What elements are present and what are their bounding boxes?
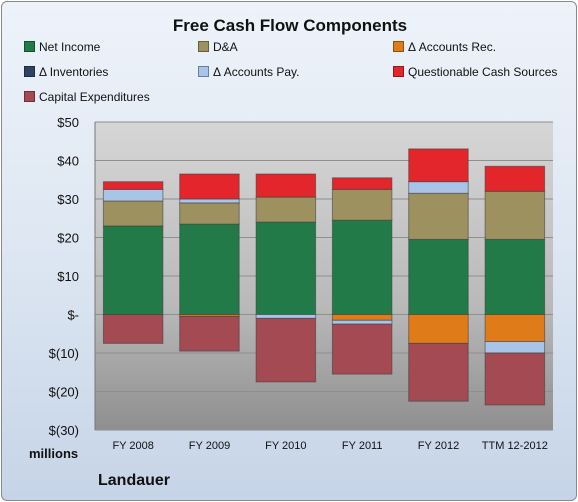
legend-label: Questionable Cash Sources bbox=[408, 65, 558, 79]
x-tick-label: FY 2009 bbox=[189, 440, 230, 452]
bar-segment bbox=[255, 173, 317, 198]
legend-item: Questionable Cash Sources bbox=[393, 65, 557, 79]
bar-segment bbox=[408, 192, 469, 240]
y-tick-label: $20 bbox=[57, 231, 79, 246]
x-tick-label: FY 2012 bbox=[418, 440, 459, 452]
bar-segment bbox=[102, 188, 164, 202]
bar-segment bbox=[484, 238, 546, 315]
bar-segment bbox=[331, 323, 393, 375]
y-tick-label: $50 bbox=[57, 115, 79, 130]
legend-swatch bbox=[198, 41, 209, 52]
legend-label: D&A bbox=[213, 40, 238, 54]
chart-title: Free Cash Flow Components bbox=[172, 16, 408, 35]
bar-segment bbox=[102, 200, 164, 227]
legend-item: Capital Expenditures bbox=[24, 90, 150, 104]
bar-segment bbox=[179, 315, 240, 352]
bar-segment bbox=[102, 225, 164, 315]
bar-segment bbox=[484, 352, 546, 406]
legend-swatch bbox=[24, 66, 35, 77]
bar-segment bbox=[255, 196, 317, 223]
legend-swatch bbox=[24, 91, 35, 102]
legend-label: Capital Expenditures bbox=[39, 90, 150, 104]
bar-segment bbox=[484, 314, 546, 342]
bar-segment bbox=[484, 341, 546, 354]
y-tick-label: $(10) bbox=[49, 346, 79, 361]
bar-segment bbox=[255, 221, 317, 316]
company-name: Landauer bbox=[98, 472, 171, 489]
bar-segment bbox=[408, 238, 469, 315]
bar-segment bbox=[179, 223, 240, 315]
bar-segment bbox=[408, 314, 469, 344]
legend-swatch bbox=[393, 41, 404, 52]
bar-segment bbox=[331, 219, 393, 315]
legend-item: Δ Inventories bbox=[24, 65, 108, 79]
bar-segment bbox=[484, 165, 546, 192]
bar-segment bbox=[331, 188, 393, 221]
x-tick-label: FY 2008 bbox=[113, 440, 154, 452]
legend-item: Δ Accounts Pay. bbox=[198, 65, 300, 79]
legend-label: Net Income bbox=[39, 40, 101, 54]
legend: Net Income D&A Δ Accounts Rec. Δ Inventorie… bbox=[2, 2, 576, 112]
bar-segment bbox=[255, 314, 317, 319]
legend-label: Δ Accounts Pay. bbox=[213, 65, 300, 79]
bar-segment bbox=[255, 317, 317, 383]
bar-segment bbox=[179, 202, 240, 225]
y-tick-label: $- bbox=[67, 308, 79, 323]
legend-item: Net Income bbox=[24, 40, 100, 54]
y-tick-label: $30 bbox=[57, 192, 79, 207]
y-tick-label: $(30) bbox=[49, 423, 79, 438]
legend-item: D&A bbox=[198, 40, 238, 54]
legend-swatch bbox=[393, 66, 404, 77]
bar-segment bbox=[179, 173, 240, 200]
legend-item: Δ Accounts Rec. bbox=[393, 40, 496, 54]
units-label: millions bbox=[29, 446, 79, 461]
bar-segment bbox=[179, 198, 240, 204]
bar-segment bbox=[408, 181, 469, 194]
bar-segment bbox=[408, 148, 469, 183]
y-tick-label: $40 bbox=[57, 154, 79, 169]
bar-segment bbox=[102, 181, 164, 190]
bar-segment bbox=[331, 177, 393, 190]
x-tick-label: FY 2010 bbox=[265, 440, 306, 452]
bar-segment bbox=[484, 190, 546, 240]
bar-segment bbox=[408, 342, 469, 402]
x-tick-label: FY 2011 bbox=[342, 440, 383, 452]
legend-label: Δ Inventories bbox=[39, 65, 109, 79]
x-tick-label: TTM 12-2012 bbox=[482, 440, 548, 452]
legend-swatch bbox=[198, 66, 209, 77]
y-tick-label: $10 bbox=[57, 269, 79, 284]
legend-swatch bbox=[24, 41, 35, 52]
legend-label: Δ Accounts Rec. bbox=[408, 40, 497, 54]
bar-segment bbox=[102, 314, 164, 344]
y-tick-label: $(20) bbox=[49, 385, 79, 400]
bar-segment bbox=[331, 314, 393, 321]
